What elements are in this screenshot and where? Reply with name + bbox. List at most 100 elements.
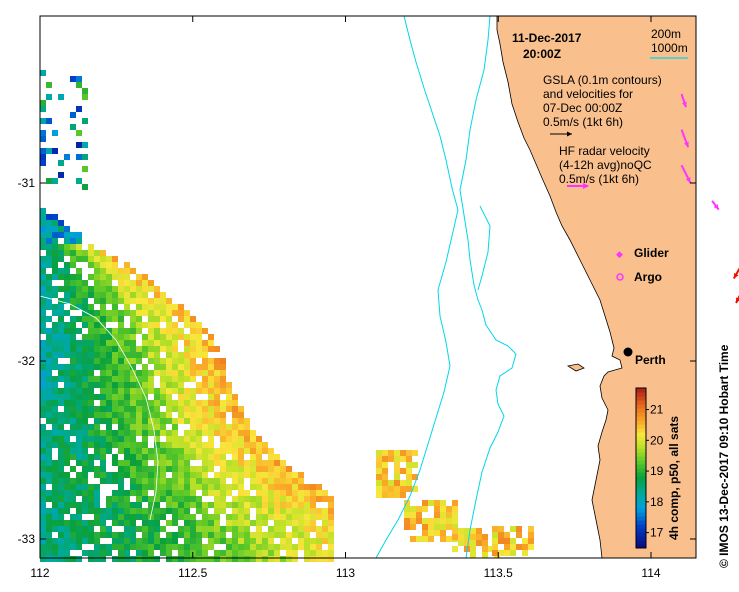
sst-cell — [202, 544, 208, 550]
sst-cell — [136, 394, 142, 400]
sst-cell — [136, 280, 142, 286]
sst-cell — [136, 310, 142, 316]
gsla-line-1: GSLA (0.1m contours) — [543, 73, 662, 87]
sst-cell — [404, 524, 410, 530]
sst-cell — [274, 478, 280, 484]
sst-cell — [154, 316, 160, 322]
sst-cell — [124, 544, 130, 550]
sst-cell — [142, 556, 148, 562]
sst-cell — [46, 448, 52, 454]
rottnest-island — [566, 363, 585, 372]
sst-cell — [196, 532, 202, 538]
sst-cell — [118, 508, 124, 514]
sst-cell — [202, 526, 208, 532]
sst-cell — [214, 526, 220, 532]
sst-cell — [178, 454, 184, 460]
sst-cell — [244, 538, 250, 544]
sst-cell — [40, 160, 46, 166]
sst-cell — [124, 328, 130, 334]
sst-cell — [88, 364, 94, 370]
sst-cell — [70, 400, 76, 406]
colorbar-swatch — [636, 480, 646, 485]
sst-cell — [190, 418, 196, 424]
contour-inner-shelf — [477, 205, 491, 291]
sst-cell — [274, 532, 280, 538]
sst-cell — [178, 400, 184, 406]
sst-cell — [196, 478, 202, 484]
sst-cell — [64, 268, 70, 274]
sst-cell — [232, 520, 238, 526]
sst-cell — [220, 370, 226, 376]
sst-cell — [446, 524, 452, 530]
sst-cell — [262, 508, 268, 514]
sst-cell — [214, 430, 220, 436]
sst-cell — [250, 430, 256, 436]
sst-cell — [208, 334, 214, 340]
sst-cell — [274, 484, 280, 490]
sst-cell — [238, 478, 244, 484]
sst-cell — [46, 406, 52, 412]
sst-cell — [142, 322, 148, 328]
sst-cell — [136, 556, 142, 562]
sst-cell — [464, 528, 470, 534]
sst-cell — [274, 496, 280, 502]
sst-cell — [172, 442, 178, 448]
sst-cell — [76, 520, 82, 526]
colorbar-swatch — [636, 544, 646, 549]
sst-cell — [190, 538, 196, 544]
sst-cell — [202, 418, 208, 424]
sst-cell — [250, 448, 256, 454]
sst-cell — [112, 262, 118, 268]
colorbar-swatch — [636, 432, 646, 437]
sst-cell — [76, 490, 82, 496]
sst-cell — [238, 490, 244, 496]
sst-cell — [452, 500, 458, 506]
sst-cell — [316, 508, 322, 514]
contour-1000m — [375, 15, 459, 559]
sst-cell — [112, 256, 118, 262]
sst-cell — [220, 550, 226, 556]
sst-cell — [112, 346, 118, 352]
sst-cell — [184, 472, 190, 478]
sst-cell — [202, 364, 208, 370]
sst-cell — [46, 436, 52, 442]
sst-cell — [148, 358, 154, 364]
sst-cell — [52, 130, 58, 136]
sst-cell — [40, 520, 46, 526]
sst-cell — [124, 358, 130, 364]
sst-cell — [256, 484, 262, 490]
sst-cell — [202, 382, 208, 388]
hf-line-2: (4-12h avg)noQC — [559, 158, 652, 172]
sst-cell — [154, 508, 160, 514]
sst-cell — [58, 286, 64, 292]
sst-cell — [220, 532, 226, 538]
sst-cell — [220, 430, 226, 436]
sst-cell — [458, 528, 464, 534]
sst-cell — [316, 490, 322, 496]
sst-cell — [376, 474, 382, 480]
sst-cell — [52, 178, 58, 184]
colorbar-tick-label: 19 — [650, 464, 664, 478]
sst-cell — [142, 292, 148, 298]
sst-cell — [76, 556, 82, 562]
sst-cell — [232, 526, 238, 532]
sst-cell — [112, 502, 118, 508]
sst-cell — [184, 490, 190, 496]
sst-cell — [70, 286, 76, 292]
sst-cell — [280, 490, 286, 496]
sst-cell — [52, 322, 58, 328]
sst-cell — [148, 454, 154, 460]
sst-cell — [118, 466, 124, 472]
sst-cell — [280, 478, 286, 484]
sst-cell — [510, 538, 516, 544]
sst-cell — [298, 478, 304, 484]
hf-line-1: HF radar velocity — [559, 144, 650, 158]
sst-cell — [40, 280, 46, 286]
sst-cell — [160, 400, 166, 406]
sst-cell — [130, 406, 136, 412]
sst-cell — [196, 448, 202, 454]
sst-cell — [178, 310, 184, 316]
sst-cell — [76, 106, 82, 112]
sst-cell — [52, 232, 58, 238]
